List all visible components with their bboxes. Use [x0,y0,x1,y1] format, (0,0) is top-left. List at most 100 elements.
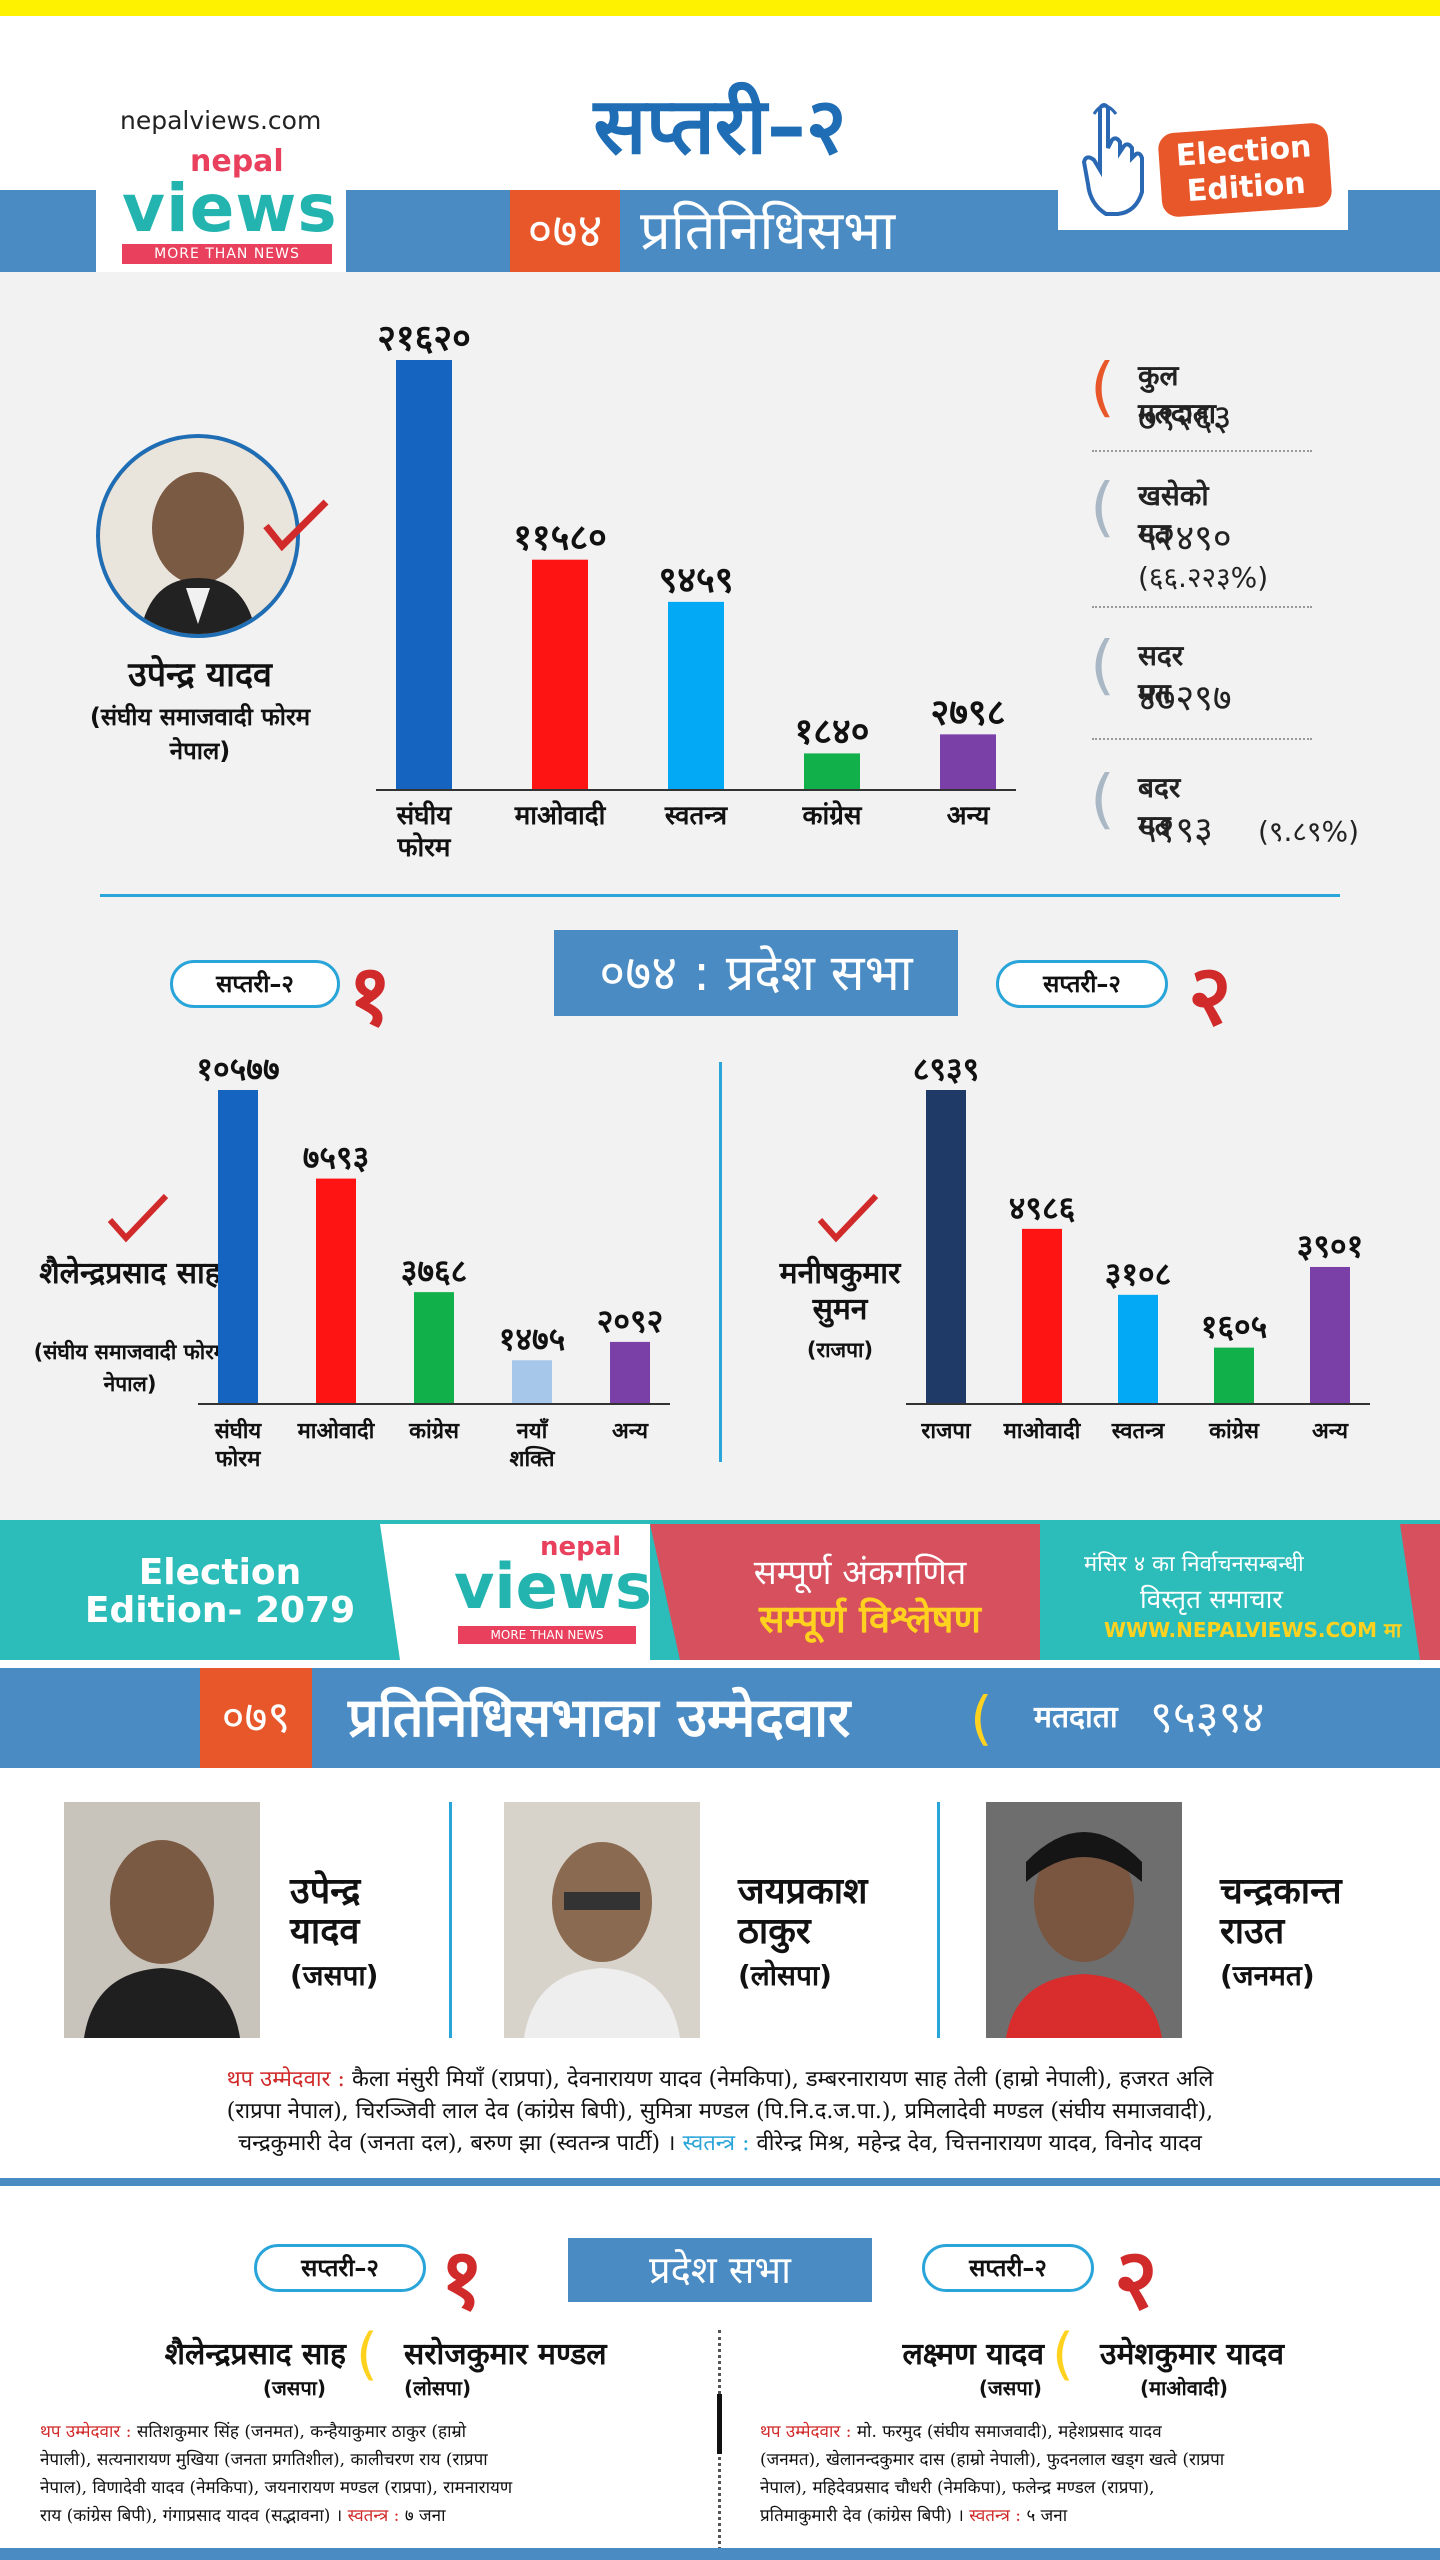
banner-logo-tagline: MORE THAN NEWS [458,1626,636,1644]
bar [218,1090,258,1404]
bar-value-label: १४७५ [499,1320,566,1358]
winner-party: (संघीय समाजवादी फोरम नेपाल) [89,703,311,765]
extra-text-2: (राप्रपा नेपाल), चिरञ्जिवी लाल देव (कांग… [226,2099,1214,2124]
column-divider [449,1802,452,2038]
bar-value-label: ११५८० [513,518,607,559]
brace-icon: ( [1052,2322,1074,2387]
stat-sub: (९.८९%) [1258,815,1360,848]
logo-nepal-text: nepal [190,144,284,179]
category-label: अन्य [947,801,991,831]
category-label: कांग्रेस [802,800,863,831]
constituency-tag: सप्तरी–२ [254,2244,426,2292]
candidate-photo [504,1802,700,2038]
winner-party: (संघीय समाजवादी फोरम नेपाल) [33,1340,227,1396]
extra-candidates: थप उम्मेदवार : कैला मंसुरी मियाँ (राप्रप… [40,2064,1400,2160]
divider [1092,738,1312,740]
category-label: स्वतन्त्र [1111,1419,1165,1444]
bar [414,1292,454,1404]
extra-text: मो. फरमुद (संघीय समाजवादी), महेशप्रसाद य… [856,2422,1162,2442]
banner-right-1: मंसिर ४ का निर्वाचनसम्बन्धी [1084,1552,1304,1577]
bar [1310,1266,1350,1404]
hor-2074-bar-chart: २१६२० संघीयफोरम ११५८० माओवादी ९४५९ स्वतन्त्र १… [376,318,1016,863]
pradesh-header: ०७४ : प्रदेश सभा [554,930,958,1016]
extra-text-3: चन्द्रकुमारी देव (जनता दल), बरुण झा (स्व… [238,2131,676,2156]
extra-text: प्रतिमाकुमारी देव (कांग्रेस बिपी) । [760,2506,964,2526]
pradesh-2079-header: प्रदेश सभा [568,2238,872,2302]
bar [1214,1347,1254,1404]
extra-line: प्रतिमाकुमारी देव (कांग्रेस बिपी) । स्वत… [760,2502,1410,2530]
bar [1022,1228,1062,1404]
extra-label: थप उम्मेदवार : [40,2422,132,2442]
extra-text: नेपाल), महिदेवप्रसाद चौधरी (नेमकिपा), फल… [760,2478,1155,2498]
checkmark-icon [107,1193,169,1243]
bar-value-label: २७९८ [931,692,1006,733]
pradesh-candidate-party: (लोसपा) [404,2376,472,2400]
extra-line: थप उम्मेदवार : मो. फरमुद (संघीय समाजवादी… [760,2418,1410,2446]
stat-value: ७९२६३ [1138,398,1232,439]
pradesh-2-bar-chart: ८९३९ राजपा ४९८६ माओवादी ३१०८ स्वतन्त्र १६०५ कां… [906,1050,1370,1444]
extra-label: थप उम्मेदवार : [226,2067,345,2092]
category-label: स्वतन्त्र [664,801,729,831]
brace-icon: ( [1090,351,1115,425]
page-title: सप्तरी–२ [593,82,847,172]
banner-url: WWW.NEPALVIEWS.COM मा [1104,1618,1402,1642]
extra-line-3: चन्द्रकुमारी देव (जनता दल), बरुण झा (स्व… [40,2128,1400,2160]
divider [1092,606,1312,608]
bar [940,734,996,790]
extra-text-1: कैला मंसुरी मियाँ (राप्रपा), देवनारायण य… [351,2067,1214,2092]
stat-value: ४७२९७ [1138,678,1232,719]
stat-value: ५२४९० [1138,518,1232,559]
constituency-number: २ [1188,946,1232,1044]
voters-count: ९५३९४ [1150,1692,1265,1743]
category-label: कांग्रेस [408,1417,460,1444]
category-label: फोरम [215,1445,262,1472]
independent-count: ७ जना [404,2506,446,2526]
bar-value-label: ७५९३ [303,1139,370,1177]
candidates-title: प्रतिनिधिसभाका उम्मेदवार [348,1686,851,1749]
category-label: कांग्रेस [1208,1417,1260,1444]
category-label: माओवादी [297,1417,376,1444]
banner-line1: सम्पूर्ण अंकगणित [753,1553,967,1593]
pradesh-candidate-name: सरोजकुमार मण्डल [404,2337,607,2372]
bar-value-label: ३७६८ [401,1252,468,1290]
bar-value-label: २१६२० [377,318,471,359]
brace-icon: ( [970,1684,993,1752]
banner-edition-text: Election Edition- 2079 [84,1552,356,1631]
candidate-party: (लोसपा) [738,1959,832,1992]
bar-value-label: ४९८६ [1009,1189,1076,1227]
brace-icon: ( [356,2322,378,2387]
stat-label: बदर मत [1138,771,1181,842]
bar-value-label: ९४५९ [659,560,734,601]
category-label: संघीय [214,1417,263,1444]
category-label: नयाँ [516,1417,550,1444]
brace-icon: ( [1090,629,1115,703]
stat-value: ५१९३ [1138,810,1213,851]
pradesh-candidate-name: उमेशकुमार यादव [1100,2337,1285,2372]
candidate-name-1: जयप्रकाश [738,1871,868,1912]
constituency-tag: सप्तरी–२ [922,2244,1094,2292]
category-label: माओवादी [1003,1417,1082,1444]
extra-text: सतिशकुमार सिंह (जनमत), कन्हैयाकुमार ठाकु… [136,2422,467,2442]
winner-avatar [96,434,300,638]
candidate-name-2: राउत [1220,1911,1285,1952]
bar [668,601,724,790]
bar [316,1178,356,1404]
extra-line-1: थप उम्मेदवार : कैला मंसुरी मियाँ (राप्रप… [40,2064,1400,2096]
pradesh-candidate-name: लक्ष्मण यादव [902,2337,1044,2372]
candidate-name-1: उपेन्द्र [290,1871,361,1912]
bottom-bar [0,2548,1440,2560]
winner-name: उपेन्द्र यादव [128,655,272,695]
stat-sub: (६६.२२३%) [1138,561,1269,594]
pradesh-candidate-party: (जसपा) [262,2376,326,2400]
column-divider-bar [717,2394,722,2454]
pradesh-1-extra: थप उम्मेदवार : सतिशकुमार सिंह (जनमत), कन… [40,2418,690,2530]
extra-text: (जनमत), खेलानन्दकुमार दास (हाम्रो नेपाली… [760,2450,1225,2470]
logo-tagline: MORE THAN NEWS [122,244,332,264]
extra-line: राय (कांग्रेस बिपी), गंगाप्रसाद यादव (सद… [40,2502,690,2530]
candidate-party: (जसपा) [290,1959,379,1992]
pradesh-1-bar-chart: १०५७७ संघीयफोरम ७५९३ माओवादी ३७६८ कांग्रेस १४७… [196,1050,670,1472]
independent-text: वीरेन्द्र मिश्र, महेन्द्र देव, चित्तनारा… [756,2131,1202,2156]
section-divider [100,894,1340,897]
independent-label: स्वतन्त्र : [347,2506,400,2526]
category-label: फोरम [397,832,452,863]
